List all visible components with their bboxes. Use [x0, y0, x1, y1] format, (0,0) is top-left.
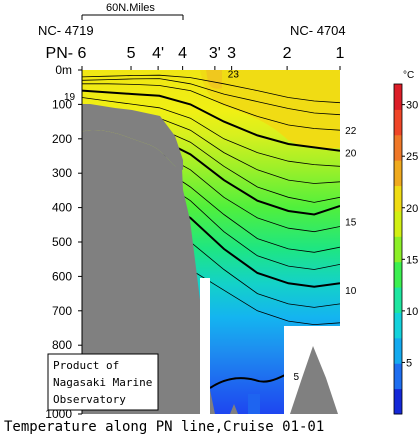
- colorbar-segment: [394, 210, 402, 237]
- chart-title: Temperature along PN line,Cruise 01-01: [4, 419, 324, 435]
- colorbar-segment: [394, 261, 402, 288]
- isotherm-line: [82, 83, 340, 131]
- y-tick-label: 700: [52, 304, 72, 318]
- credit-box: Product of Nagasaki Marine Observatory: [47, 353, 159, 411]
- colorbar-tick-label: 20: [406, 203, 418, 215]
- colorbar-segment: [394, 287, 402, 313]
- colorbar-tick-label: 15: [406, 254, 418, 266]
- seamount-front: [290, 346, 338, 414]
- isotherm-line-5: [209, 374, 286, 389]
- contour-label: 10: [345, 286, 357, 297]
- scale-bar-label: 60N.Miles: [106, 2, 155, 14]
- station-label: 5: [127, 45, 136, 62]
- colorbar-segment: [394, 160, 402, 187]
- colorbar: 5 10 15 20 25 30: [393, 83, 418, 415]
- isotherm-line: [82, 97, 340, 167]
- credit-line-2: Nagasaki Marine: [53, 376, 152, 389]
- station-label: 4: [178, 45, 187, 62]
- colorbar-segment: [394, 337, 402, 364]
- y-tick-label: 200: [52, 132, 72, 146]
- y-tick-label: 500: [52, 235, 72, 249]
- colorbar-segment: [394, 134, 402, 161]
- colorbar-segment: [394, 363, 402, 390]
- scale-bar: 60N.Miles: [81, 2, 184, 20]
- small-knoll: [230, 404, 238, 414]
- isotherm-line: [82, 78, 340, 116]
- credit-line-1: Product of: [53, 359, 119, 372]
- station-label: 1: [336, 45, 345, 62]
- contour-label: 22: [345, 126, 357, 137]
- station-label: 3: [227, 45, 236, 62]
- colorbar-tick-label: 25: [406, 151, 418, 163]
- colorbar-tick-label: 5: [406, 357, 412, 369]
- warm-eddy-23: [206, 70, 222, 89]
- y-tick-label: 0m: [55, 63, 72, 77]
- colorbar-segment: [394, 312, 402, 339]
- station-ticks: [81, 66, 341, 70]
- endpoint-left-label: NC- 4719: [38, 23, 94, 38]
- contour-label: 15: [345, 217, 357, 228]
- colorbar-segment: [394, 84, 402, 110]
- station-labels: PN- 6 5 4' 4 3' 3 2 1: [46, 45, 345, 62]
- endpoint-right-label: NC- 4704: [290, 23, 346, 38]
- colorbar-tick-label: 10: [406, 306, 418, 318]
- blue-patch: [248, 394, 260, 414]
- contour-label: 19: [64, 92, 76, 103]
- white-gap-1: [200, 278, 210, 414]
- y-tick-label: 400: [52, 201, 72, 215]
- warm-core-region: [200, 70, 340, 149]
- credit-line-3: Observatory: [53, 393, 126, 406]
- y-tick-label: 100: [52, 97, 72, 111]
- contour-label: 5: [294, 372, 300, 383]
- station-label: 3': [209, 45, 221, 62]
- colorbar-segment: [394, 109, 402, 136]
- colorbar-segment: [394, 236, 402, 263]
- slope-upper-block: [82, 104, 183, 170]
- station-label: PN- 6: [46, 45, 87, 62]
- y-tick-label: 300: [52, 166, 72, 180]
- colorbar-tick-label: 30: [406, 100, 418, 112]
- y-tick-label: 800: [52, 338, 72, 352]
- contour-label: 23: [228, 69, 240, 80]
- colorbar-unit: °C: [403, 70, 414, 81]
- bottom-topography: [82, 104, 340, 414]
- colorbar-segment: [394, 388, 402, 415]
- contour-label: 20: [345, 149, 357, 160]
- isotherm-line: [82, 89, 340, 152]
- isotherm-line: [82, 74, 340, 104]
- station-label: 4': [152, 45, 164, 62]
- colorbar-segment: [394, 185, 402, 212]
- y-tick-label: 600: [52, 269, 72, 283]
- continental-slope: [82, 130, 215, 414]
- station-label: 2: [283, 45, 292, 62]
